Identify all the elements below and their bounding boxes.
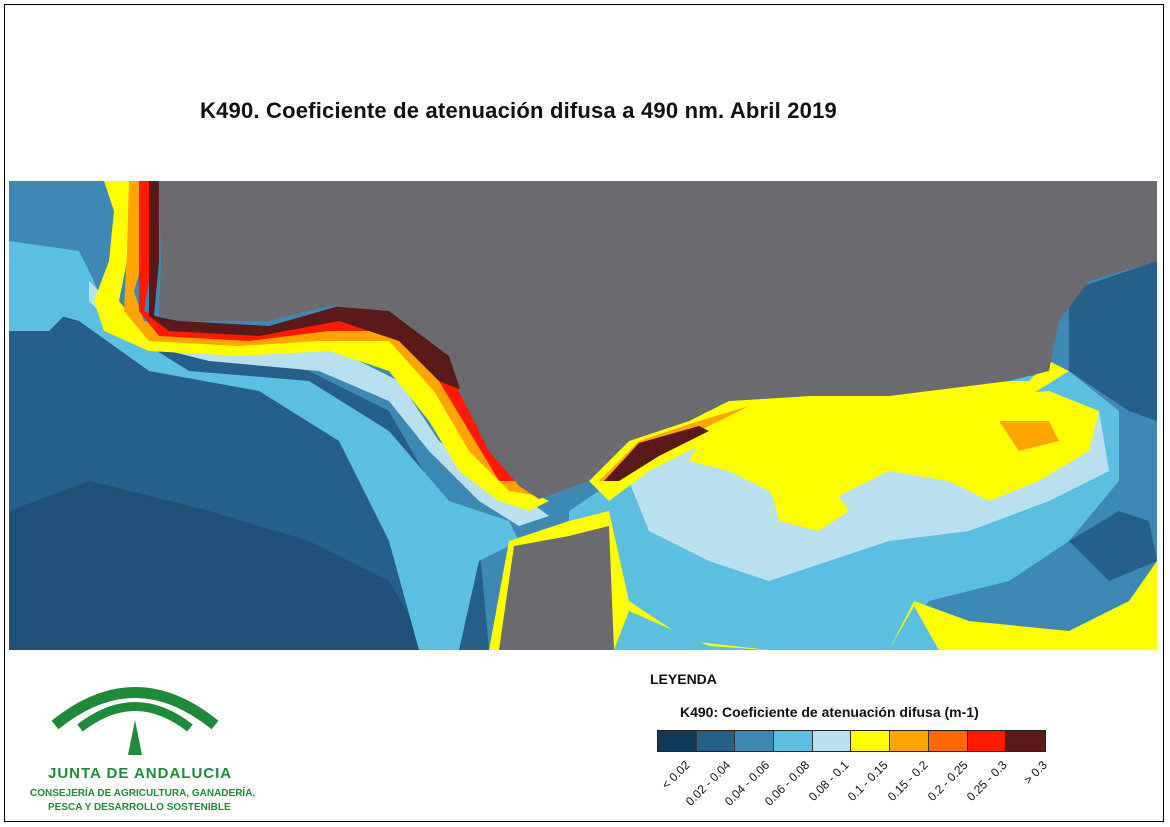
logo-name: JUNTA DE ANDALUCIA [48,765,233,782]
coastal-maroon-west [149,181,464,391]
land-spain [159,181,1157,499]
turbid-patch-east-2 [769,481,849,531]
k490-map [9,181,1157,650]
legend-swatch [851,731,891,751]
legend-swatch [928,731,968,751]
legend-swatch [1006,731,1045,751]
deep-water-se [1069,511,1157,581]
legend-swatch [735,731,775,751]
legend-swatch [696,731,736,751]
coastal-yellow-east [589,361,1069,501]
coastal-maroon-east [604,426,709,481]
africa-coast-yellow-east [889,561,1157,650]
junta-andalucia-logo [51,687,219,755]
legend-heading: LEYENDA [650,671,717,687]
logo-arc-inner [77,702,193,732]
logo-arc-outer [51,687,219,730]
legend-color-scale [657,730,1046,752]
west-edge-shelf [9,261,89,331]
deep-water-sw [9,481,429,650]
orange-patch-east [999,421,1059,451]
africa-sea-patch [614,611,769,650]
legend-swatch [890,731,929,751]
africa-sea-east [769,606,939,650]
legend-swatch [658,731,697,751]
logo-column [128,720,142,755]
map-title: K490. Coeficiente de atenuación difusa a… [200,98,837,123]
legend-swatch [967,731,1007,751]
legend-swatch [812,731,852,751]
legend-subtitle: K490: Coeficiente de atenuación difusa (… [680,704,979,720]
land-africa [499,526,614,650]
coastal-red-west [139,181,519,481]
deep-water-ne [1069,261,1157,421]
legend-swatch [774,731,813,751]
coastal-orange-west [124,181,539,496]
logo-subtitle-line1: CONSEJERÍA DE AGRICULTURA, GANADERÍA, [30,788,256,799]
coastal-maroon-central [339,306,459,381]
coastal-yellow-west [94,181,549,511]
logo-subtitle-line2: PESCA Y DESARROLLO SOSTENIBLE [48,802,231,813]
